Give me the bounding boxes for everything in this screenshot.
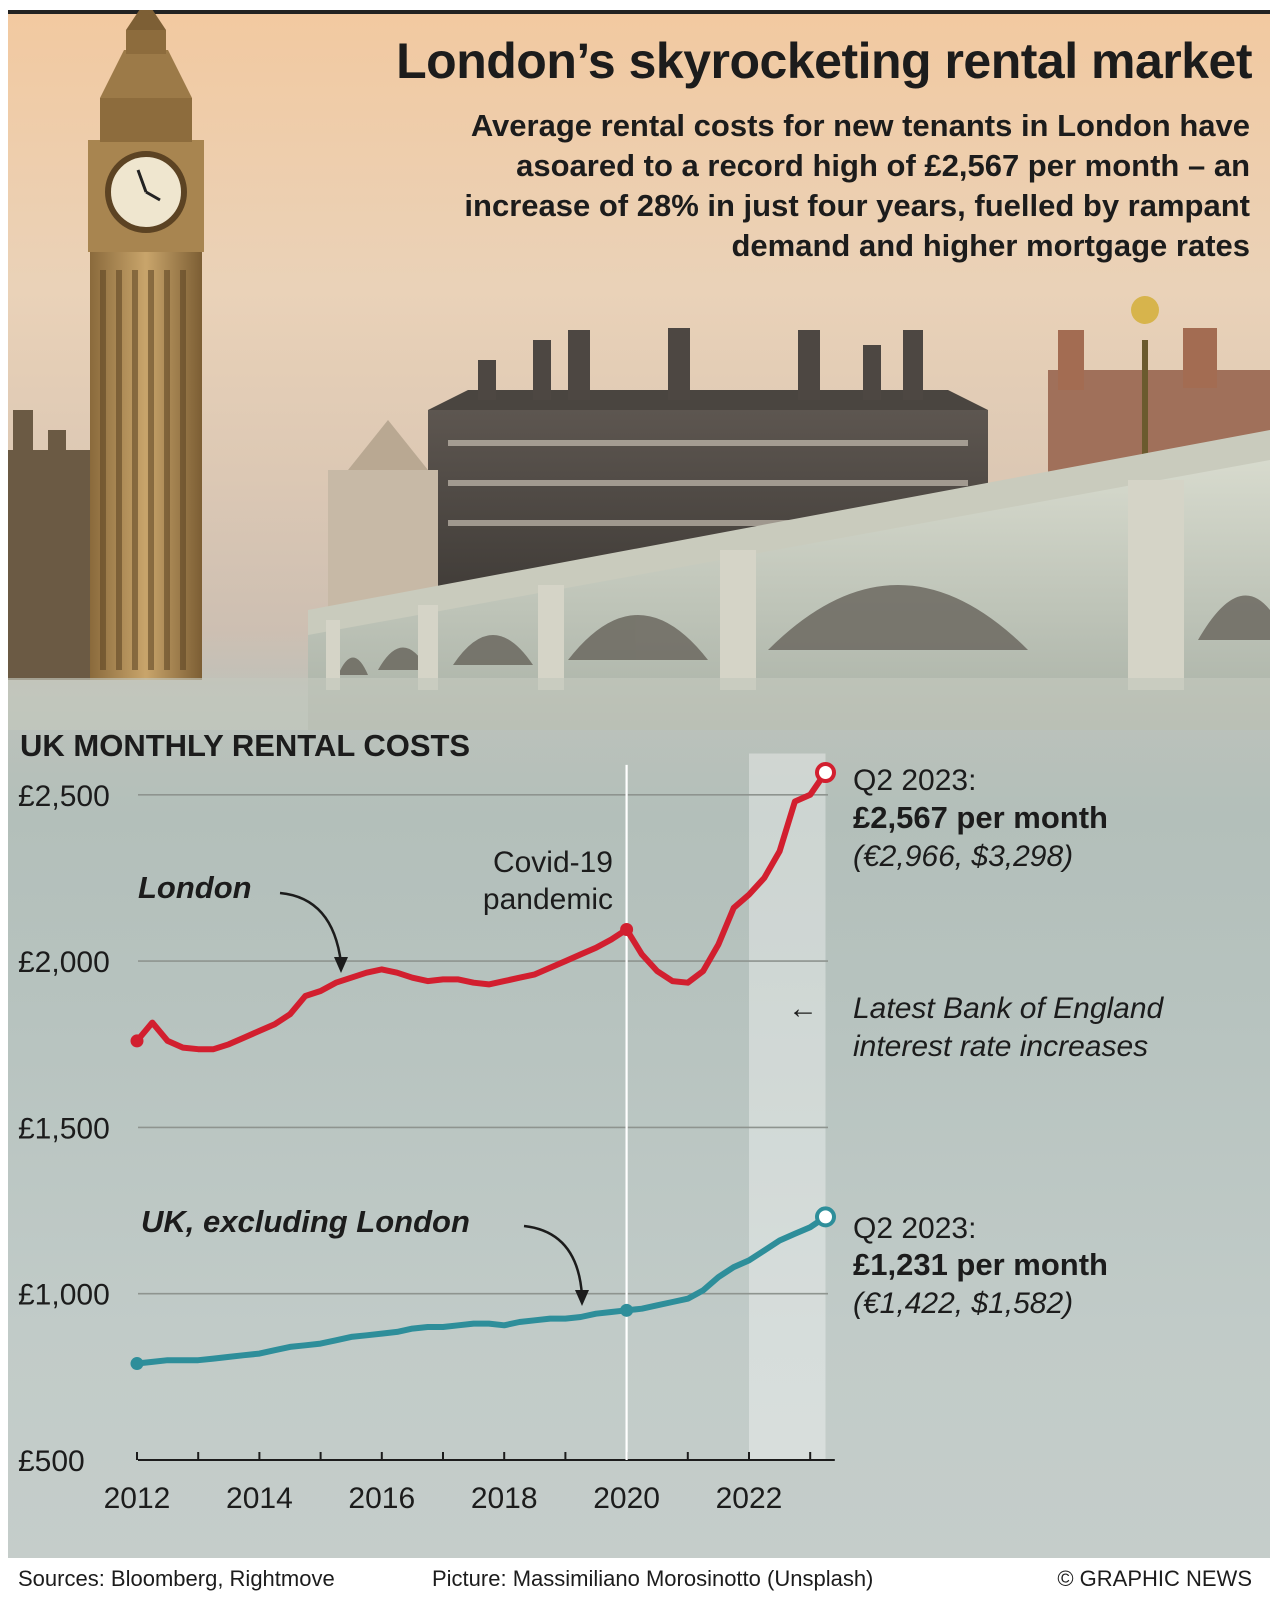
y-tick-label-2000: £2,000 [18, 946, 110, 979]
y-tick-label-1500: £1,500 [18, 1112, 110, 1145]
picture-credit: Picture: Massimiliano Morosinotto (Unspl… [432, 1566, 874, 1591]
x-tick-label-2022: 2022 [716, 1482, 783, 1515]
uk-ex-london-series-line [134, 1213, 829, 1367]
x-tick-label-2016: 2016 [348, 1482, 415, 1515]
london-series-line [134, 769, 829, 1053]
rental-cost-chart: £2,500 £2,000 £1,500 £1,000 £500 2012 2014 201… [18, 753, 1165, 1515]
boe-label-line1: Latest Bank of England [853, 992, 1165, 1025]
y-tick-label-1000: £1,000 [18, 1279, 110, 1312]
uk-ex-london-2020-point [620, 1303, 634, 1317]
westminster-scene-illustration [8, 10, 1270, 730]
chart-heading: UK MONTHLY RENTAL COSTS [20, 728, 471, 763]
covid-label-line2: pandemic [483, 883, 613, 916]
rate-rise-shaded-band [749, 753, 826, 1460]
london-label-arrow [279, 891, 343, 964]
x-tick-label-2020: 2020 [593, 1482, 660, 1515]
uk-end-conversion: (€1,422, $1,582) [853, 1287, 1073, 1320]
london-end-period: Q2 2023: [853, 764, 976, 797]
covid-label-line1: Covid-19 [493, 846, 613, 879]
y-tick-label-2500: £2,500 [18, 780, 110, 813]
boe-label-line2: interest rate increases [853, 1030, 1148, 1063]
london-start-point [130, 1034, 144, 1048]
boe-arrow: ← [788, 992, 818, 1025]
london-label-arrowhead [334, 957, 348, 973]
uk-ex-london-start-point [130, 1357, 144, 1371]
london-2020-point [620, 923, 634, 937]
top-rule [8, 10, 1270, 14]
standfirst: Average rental costs for new tenants in … [464, 108, 1250, 263]
london-end-value: £2,567 per month [853, 800, 1108, 835]
x-tick-label-2014: 2014 [226, 1482, 293, 1515]
headline: London’s skyrocketing rental market [396, 33, 1252, 89]
footer: Sources: Bloomberg, Rightmove Picture: M… [0, 1558, 1278, 1598]
london-end-conversion: (€2,966, $3,298) [853, 840, 1073, 873]
london-series-label: London [138, 870, 252, 905]
uk-series-label: UK, excluding London [141, 1204, 470, 1239]
uk-ex-london-end-point [815, 1206, 836, 1228]
copyright-credit: © GRAPHIC NEWS [1057, 1566, 1252, 1591]
uk-label-arrowhead [575, 1290, 589, 1306]
x-tick-label-2018: 2018 [471, 1482, 538, 1515]
x-tick-label-2012: 2012 [104, 1482, 171, 1515]
sources-credit: Sources: Bloomberg, Rightmove [18, 1566, 335, 1591]
infographic-frame: London’s skyrocketing rental market Aver… [8, 10, 1270, 1560]
uk-end-period: Q2 2023: [853, 1212, 976, 1245]
uk-end-value: £1,231 per month [853, 1247, 1108, 1282]
uk-label-arrow [523, 1224, 584, 1297]
london-end-point [815, 762, 836, 784]
y-tick-label-500: £500 [18, 1445, 85, 1478]
